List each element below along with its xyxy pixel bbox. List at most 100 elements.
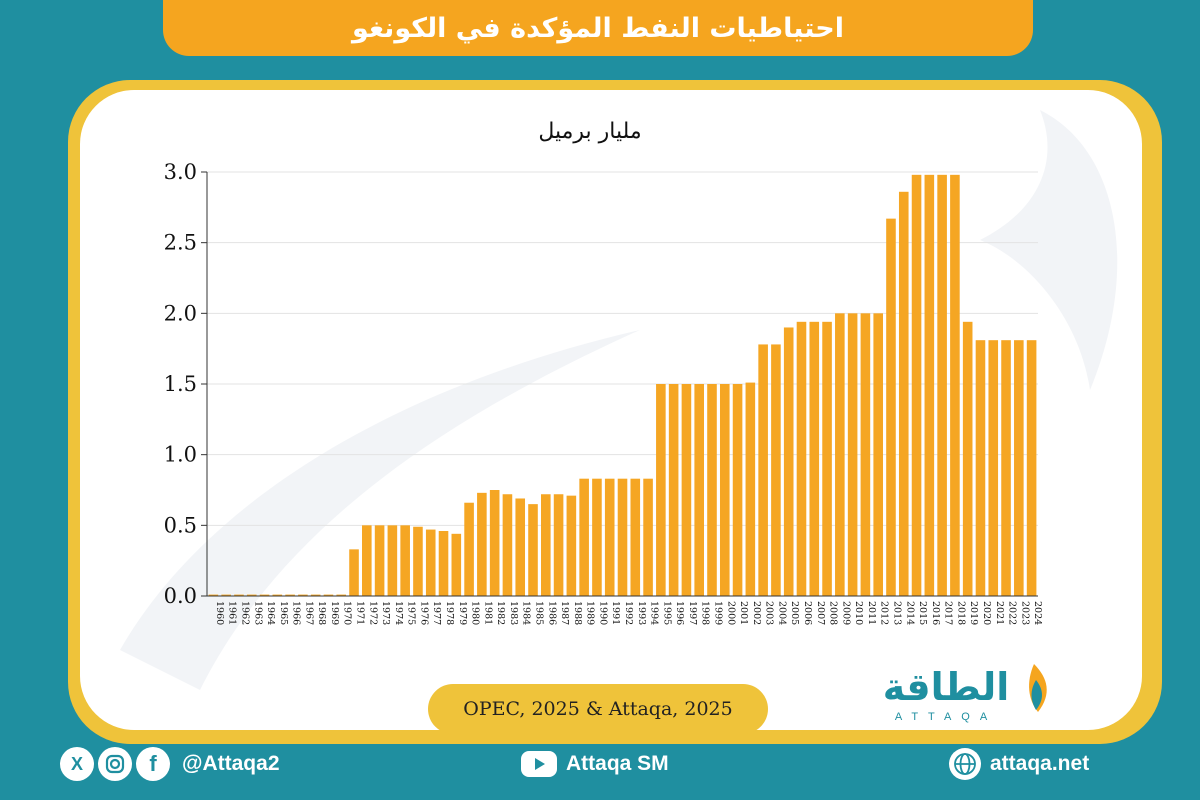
- x-tick-label: 1999: [712, 601, 723, 625]
- bar-2024: [1026, 340, 1037, 596]
- chart-card: 0.0 0.5 1.0 1.5 2.0 2.5 3.0 1960 1961 1962 1963 19…: [80, 90, 1142, 730]
- social-handle[interactable]: @Attaqa2: [182, 752, 280, 775]
- x-tick-label: 1964: [265, 601, 276, 625]
- bar-1963: [246, 594, 257, 596]
- logo-latin: ATTAQA: [895, 711, 997, 723]
- x-tick-label: 1984: [521, 601, 532, 625]
- chart-title-banner: احتياطيات النفط المؤكدة في الكونغو: [163, 0, 1033, 56]
- x-tick-label: 1980: [470, 601, 481, 625]
- youtube-handle[interactable]: Attaqa SM: [566, 752, 669, 775]
- x-tick-label: 1973: [380, 601, 391, 625]
- bar-1985: [528, 504, 538, 596]
- website-link[interactable]: attaqa.net: [990, 752, 1090, 775]
- x-tick-label: 2009: [840, 601, 851, 625]
- logo-drop-icon: [1031, 680, 1042, 710]
- x-tick-label: 1997: [687, 601, 698, 625]
- bar-2017: [937, 174, 947, 596]
- x-tick-label: 1977: [431, 601, 442, 625]
- x-tick-label: 2005: [789, 601, 800, 625]
- x-tick-label: 1975: [406, 601, 417, 625]
- x-tick-label: 2021: [994, 601, 1005, 625]
- x-tick-label: 2006: [802, 601, 813, 625]
- bar-2002: [745, 382, 756, 596]
- x-tick-label: 1988: [572, 601, 583, 625]
- bar-1976: [413, 526, 423, 596]
- x-tick-label: 1967: [303, 601, 314, 625]
- footer-website: attaqa.net: [948, 746, 1089, 782]
- y-axis-label: مليار برميل: [538, 119, 641, 144]
- bar-1980: [464, 502, 474, 596]
- bar-1988: [566, 495, 577, 596]
- bar-1992: [617, 478, 628, 596]
- bar-2007: [809, 321, 820, 596]
- x-tick-label: 1987: [559, 601, 570, 625]
- x-tick-label: 2013: [891, 601, 902, 625]
- bar-1995: [656, 384, 666, 596]
- footer-youtube: Attaqa SM: [520, 746, 669, 782]
- globe-icon: [949, 748, 981, 780]
- bar-1989: [579, 478, 589, 596]
- bar-1974: [387, 525, 398, 596]
- attaqa-logo: الطاقة ATTAQA: [883, 664, 1047, 723]
- bar-2016: [924, 174, 935, 596]
- bar-1991: [604, 478, 615, 596]
- x-tick-label: 2011: [866, 601, 877, 625]
- x-tick-label: 2024: [1032, 601, 1043, 625]
- facebook-icon[interactable]: f: [136, 747, 170, 781]
- x-tick-label: 2017: [943, 601, 954, 625]
- bar-2006: [796, 321, 807, 596]
- x-tick-label: 1960: [214, 601, 225, 625]
- bar-1961: [221, 594, 231, 596]
- x-tick-label: 1993: [636, 601, 647, 625]
- bar-2023: [1014, 340, 1024, 596]
- bar-2008: [822, 321, 832, 596]
- x-tick-label: 2016: [930, 601, 941, 625]
- source-text: OPEC, 2025 & Attaqa, 2025: [463, 698, 733, 720]
- bar-1993: [630, 478, 641, 596]
- bars: [208, 174, 1037, 596]
- bar-1979: [451, 533, 462, 596]
- chart-title: احتياطيات النفط المؤكدة في الكونغو: [352, 12, 844, 44]
- bar-1998: [694, 384, 704, 596]
- x-tick-label: 2023: [1019, 601, 1030, 625]
- x-tick-label: 2008: [828, 601, 839, 625]
- source-pill: OPEC, 2025 & Attaqa, 2025: [428, 684, 768, 734]
- instagram-icon[interactable]: [98, 747, 132, 781]
- y-tick-labels: 0.0 0.5 1.0 1.5 2.0 2.5 3.0: [164, 160, 207, 608]
- x-tick-label: 1974: [393, 601, 404, 625]
- x-tick-label: 1986: [546, 601, 557, 625]
- x-tick-label: 2003: [764, 601, 775, 625]
- bar-1972: [362, 525, 372, 596]
- bar-1965: [272, 594, 283, 596]
- x-tick-label: 1961: [227, 601, 238, 625]
- youtube-icon[interactable]: [520, 749, 558, 779]
- x-tick-label: 1989: [585, 601, 596, 625]
- x-tick-label: 1966: [291, 601, 302, 625]
- x-tick-label: 1962: [239, 601, 250, 625]
- y-tick-label: 0.5: [164, 513, 197, 537]
- x-tick-label: 2019: [968, 601, 979, 625]
- bar-1994: [643, 478, 653, 596]
- x-tick-label: 1965: [278, 601, 289, 625]
- x-tick-label: 1969: [329, 601, 340, 625]
- bar-chart: 0.00.51.01.52.02.53.0 1960 1961 1962 1963 19…: [120, 110, 1118, 690]
- x-tick-label: 1971: [355, 601, 366, 625]
- bar-2014: [898, 191, 909, 596]
- x-tick-label: 2001: [738, 601, 749, 625]
- x-tick-label: 2012: [879, 601, 890, 625]
- bar-1968: [310, 594, 321, 596]
- x-twitter-icon[interactable]: X: [60, 747, 94, 781]
- bar-2019: [962, 321, 973, 596]
- x-tick-label: 1983: [508, 601, 519, 625]
- bar-1971: [349, 549, 359, 596]
- bar-1969: [323, 594, 334, 596]
- bar-2022: [1001, 340, 1011, 596]
- y-tick-label: 2.0: [164, 301, 197, 325]
- bar-1997: [681, 384, 692, 596]
- x-tick-label: 1976: [418, 601, 429, 625]
- bar-2020: [975, 340, 986, 596]
- bar-1999: [707, 384, 717, 596]
- logo-arabic: الطاقة: [883, 665, 1010, 709]
- bar-2000: [719, 384, 730, 596]
- y-tick-label: 3.0: [164, 160, 197, 184]
